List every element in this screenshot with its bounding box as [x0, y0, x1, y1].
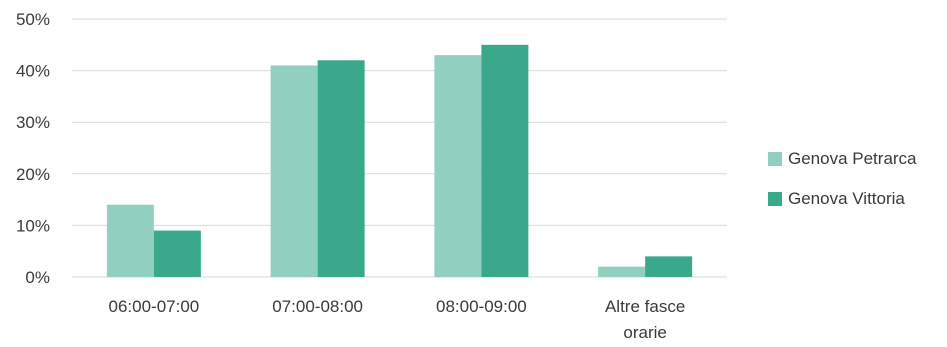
bar-genova-petrarca-2 — [434, 55, 482, 278]
y-tick-label: 20% — [16, 165, 50, 184]
x-tick-label: Altre fasce orarie — [605, 297, 685, 342]
x-tick-label: 08:00-09:00 — [436, 297, 527, 316]
y-tick-label: 30% — [16, 113, 50, 132]
y-tick-label: 50% — [16, 10, 50, 29]
bar-genova-petrarca-1 — [270, 65, 318, 277]
legend: Genova Petrarca Genova Vittoria — [768, 146, 917, 226]
bar-genova-petrarca-3 — [598, 266, 646, 277]
x-tick-label: 06:00-07:00 — [109, 297, 200, 316]
bar-genova-petrarca-0 — [106, 204, 154, 277]
bar-genova-vittoria-2 — [481, 44, 529, 277]
bar-genova-vittoria-3 — [645, 256, 693, 277]
bar-genova-vittoria-1 — [317, 60, 365, 277]
y-tick-label: 0% — [25, 268, 50, 287]
legend-label-genova-petrarca: Genova Petrarca — [788, 149, 917, 168]
bar-genova-vittoria-0 — [153, 230, 201, 277]
y-tick-label: 10% — [16, 216, 50, 235]
y-tick-label: 40% — [16, 62, 50, 81]
legend-label-genova-vittoria: Genova Vittoria — [788, 189, 905, 208]
x-tick-label: 07:00-08:00 — [272, 297, 363, 316]
legend-item-genova-vittoria: Genova Vittoria — [768, 186, 917, 212]
legend-swatch-genova-vittoria — [768, 192, 782, 206]
legend-swatch-genova-petrarca — [768, 152, 782, 166]
legend-item-genova-petrarca: Genova Petrarca — [768, 146, 917, 172]
